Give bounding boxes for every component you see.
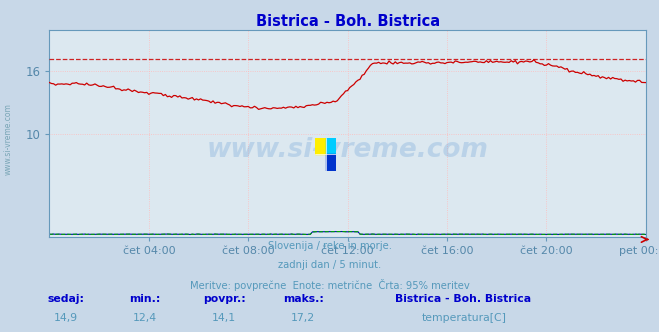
Text: maks.:: maks.:	[283, 294, 324, 304]
Text: temperatura[C]: temperatura[C]	[422, 313, 507, 323]
Bar	[326, 154, 336, 171]
Text: 12,4: 12,4	[133, 313, 157, 323]
Bar	[315, 138, 326, 154]
Text: min.:: min.:	[129, 294, 161, 304]
Text: www.si-vreme.com: www.si-vreme.com	[207, 137, 488, 163]
Text: sedaj:: sedaj:	[47, 294, 84, 304]
Text: 14,1: 14,1	[212, 313, 236, 323]
Title: Bistrica - Boh. Bistrica: Bistrica - Boh. Bistrica	[256, 14, 440, 29]
Text: povpr.:: povpr.:	[203, 294, 245, 304]
Text: 14,9: 14,9	[54, 313, 78, 323]
Text: 17,2: 17,2	[291, 313, 315, 323]
Text: Bistrica - Boh. Bistrica: Bistrica - Boh. Bistrica	[395, 294, 532, 304]
Text: Slovenija / reke in morje.: Slovenija / reke in morje.	[268, 241, 391, 251]
Text: www.si-vreme.com: www.si-vreme.com	[3, 104, 13, 175]
Text: zadnji dan / 5 minut.: zadnji dan / 5 minut.	[278, 260, 381, 270]
Bar	[326, 138, 336, 154]
Text: Meritve: povprečne  Enote: metrične  Črta: 95% meritev: Meritve: povprečne Enote: metrične Črta:…	[190, 279, 469, 291]
